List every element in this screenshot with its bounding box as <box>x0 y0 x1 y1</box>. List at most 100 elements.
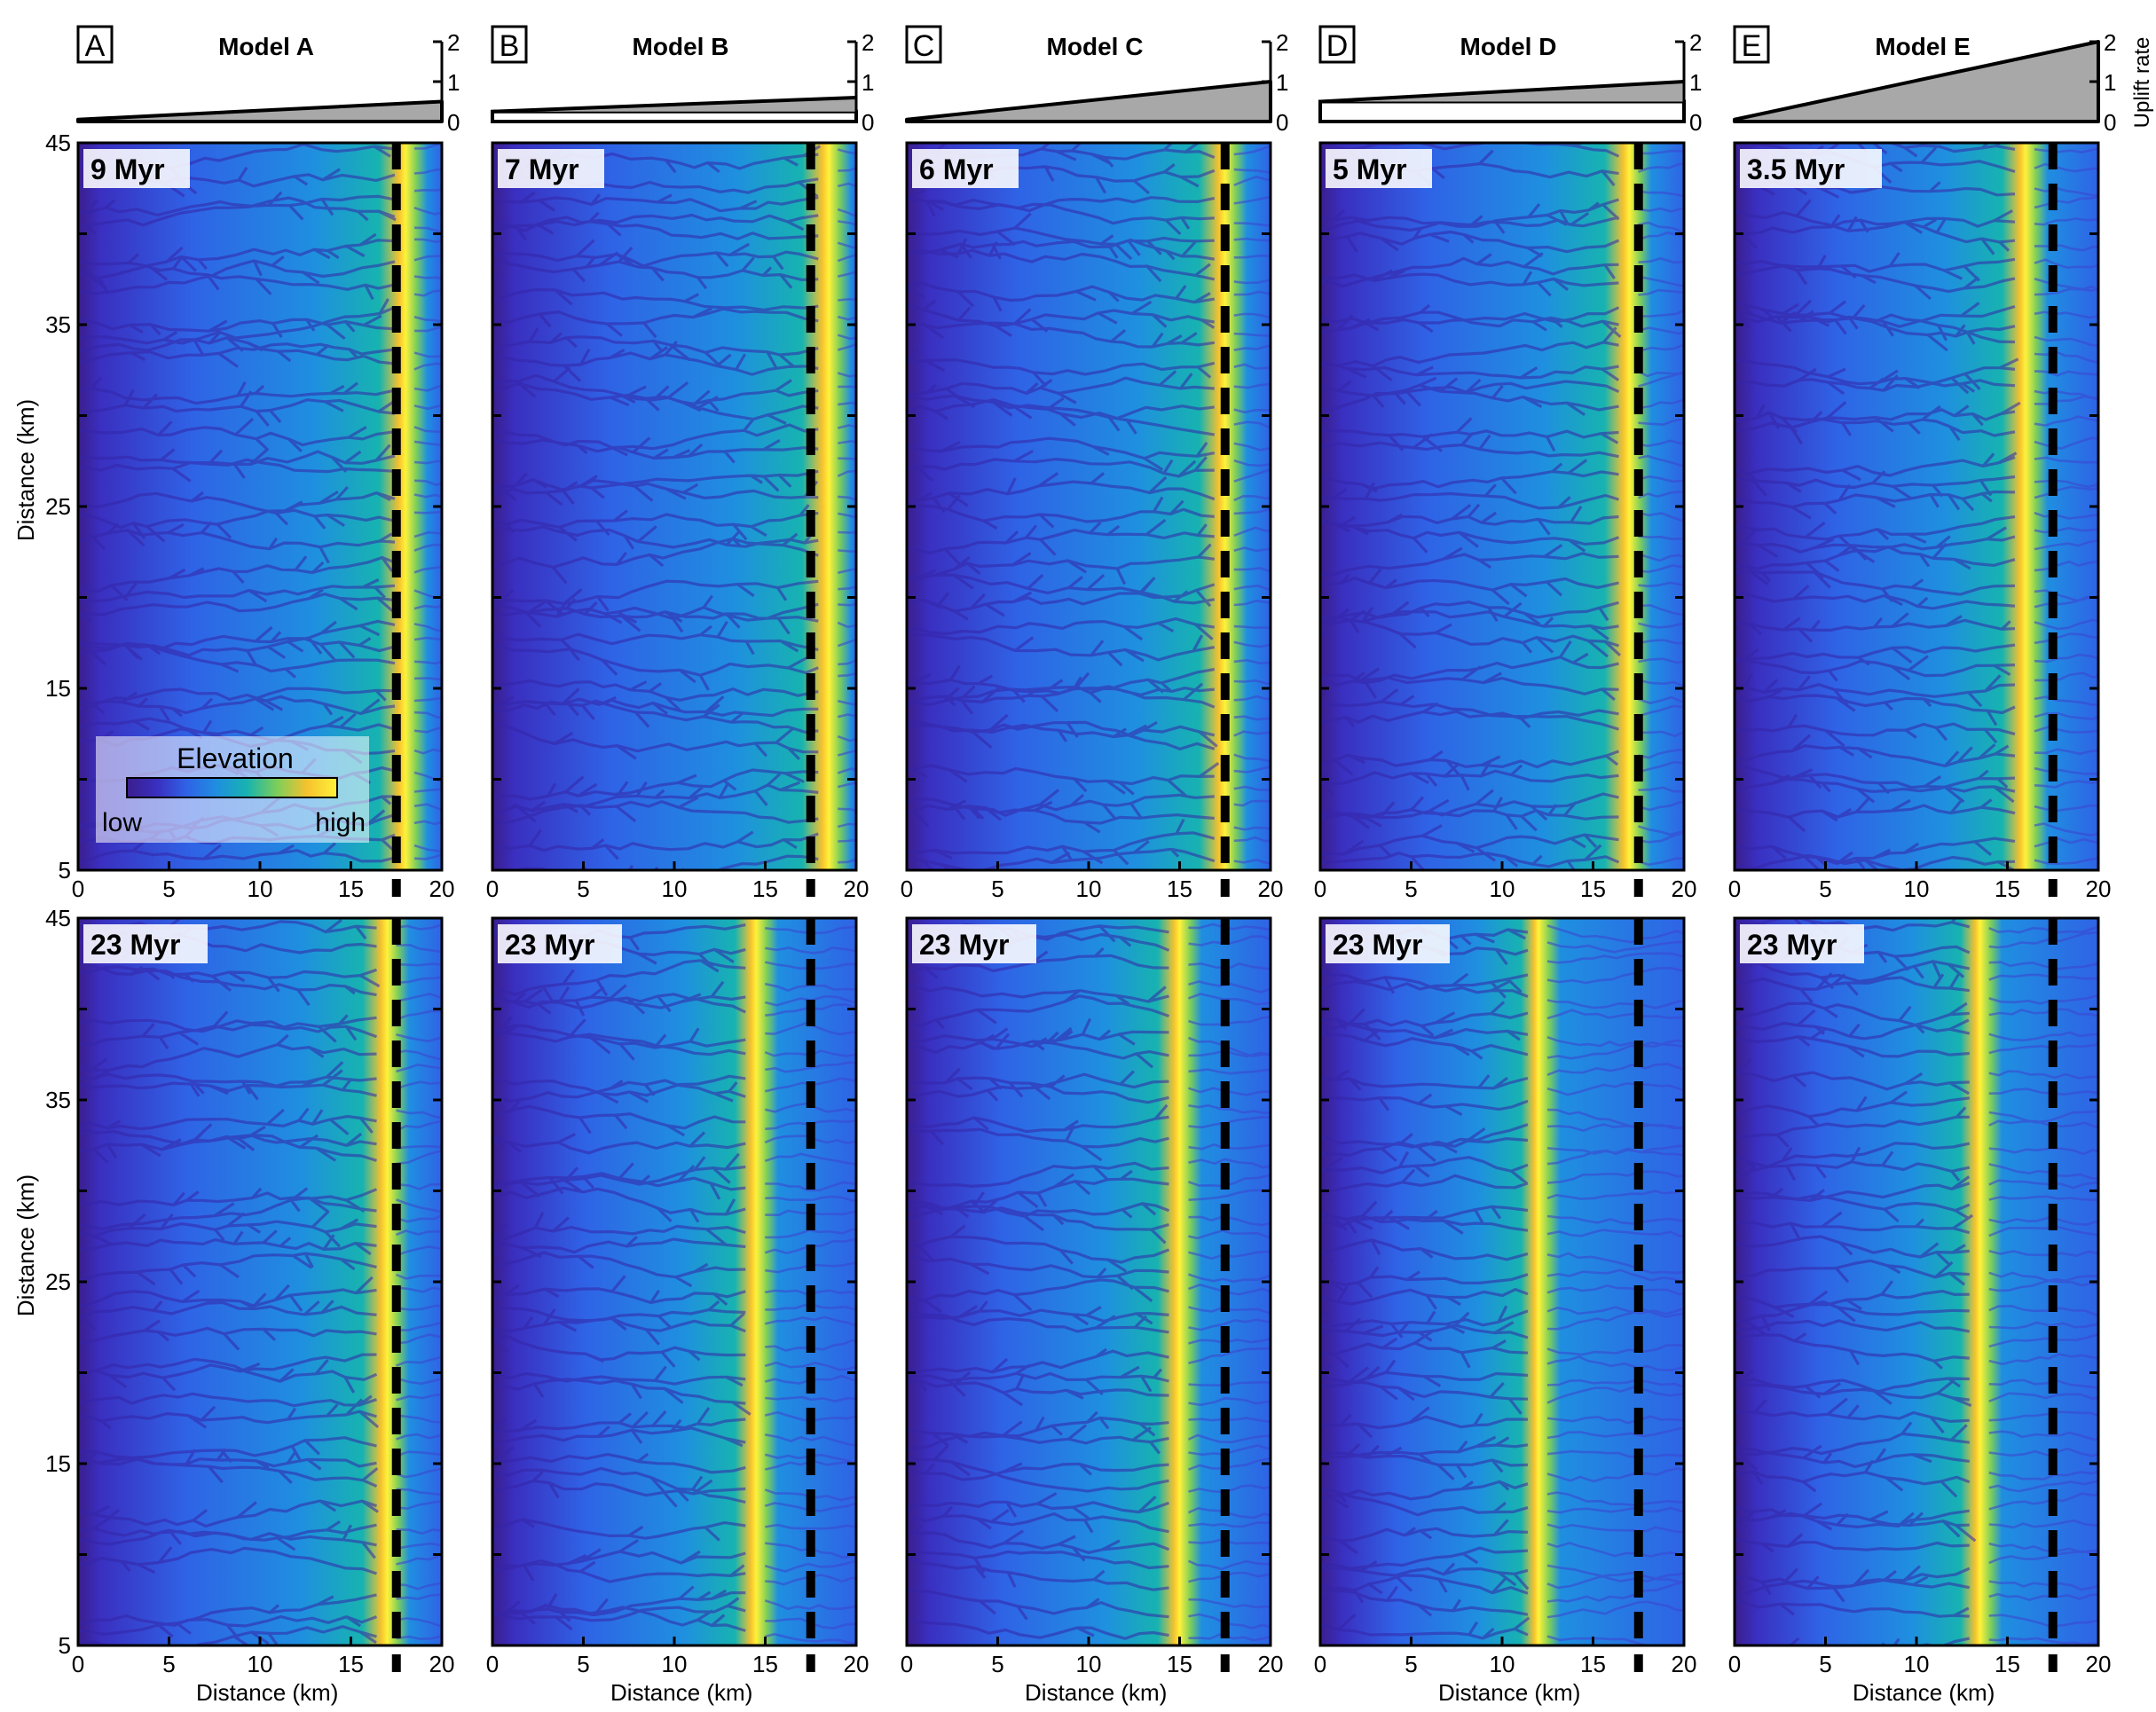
uplift-tick-label: 1 <box>1689 69 1702 96</box>
uplift-profile <box>492 96 857 114</box>
panel-letter: C <box>913 29 935 63</box>
x-tick-label: 20 <box>429 876 455 902</box>
time-label: 5 Myr <box>1333 153 1407 185</box>
east-channels <box>1233 145 1271 865</box>
x-tick-label: 10 <box>1904 1651 1930 1677</box>
time-label-bg <box>1740 149 1882 188</box>
elevation-map <box>1735 918 2098 1645</box>
x-axis-label: Distance (km) <box>610 1679 752 1706</box>
drainage-channels <box>1320 926 1530 1640</box>
elevation-map <box>907 918 1271 1645</box>
y-tick-label: 35 <box>45 311 71 338</box>
x-tick-label: 0 <box>486 1651 499 1677</box>
uplift-rate-title: Uplift rate <box>2130 37 2154 129</box>
x-tick-label: 20 <box>844 1651 869 1677</box>
panel-e: E Model E 0 1 2 3.5 Myr 0 5 10 15 20 23 Myr 0 5 10 15 20… <box>1728 25 2116 1706</box>
uplift-profile <box>76 99 444 123</box>
x-tick-label: 5 <box>577 1651 589 1677</box>
y-tick-label: 35 <box>45 1087 71 1113</box>
uplift-tick-label: 2 <box>1689 29 1702 56</box>
time-label: 23 Myr <box>505 929 594 961</box>
time-label-bg <box>498 149 604 188</box>
x-tick-label: 20 <box>2086 876 2112 902</box>
x-tick-label: 5 <box>1405 876 1417 902</box>
panel-b: B Model B 0 1 2 7 Myr 0 5 10 15 20 23 Myr 0 5 10 15 20 Di… <box>486 25 874 1706</box>
x-axis-label: Distance (km) <box>1025 1679 1167 1706</box>
x-tick-label: 10 <box>248 876 273 902</box>
y-tick-label: 5 <box>59 1632 71 1659</box>
elevation-field <box>492 143 856 870</box>
x-tick-label: 15 <box>1995 1651 2020 1677</box>
panel-letter-box <box>1733 25 1770 64</box>
y-axis-label: Distance (km) <box>12 399 39 541</box>
x-tick-label: 15 <box>338 876 364 902</box>
panel-letter: B <box>500 29 520 63</box>
time-label: 7 Myr <box>505 153 579 185</box>
uplift-tick-label: 1 <box>447 69 460 96</box>
elevation-map <box>492 918 856 1645</box>
elevation-field <box>492 918 856 1645</box>
x-tick-label: 20 <box>1672 1651 1697 1677</box>
x-tick-label: 20 <box>1258 876 1284 902</box>
x-tick-label: 15 <box>752 1651 778 1677</box>
x-tick-label: 0 <box>1314 1651 1326 1677</box>
legend-title: Elevation <box>177 742 294 774</box>
x-tick-label: 10 <box>662 1651 688 1677</box>
x-axis-label: Distance (km) <box>1853 1679 1995 1706</box>
time-label-bg <box>498 924 622 963</box>
uplift-profile <box>905 80 1272 123</box>
time-label: 23 Myr <box>919 929 1009 961</box>
x-tick-label: 5 <box>1405 1651 1417 1677</box>
model-title: Model D <box>1460 33 1557 60</box>
x-tick-label: 20 <box>429 1651 455 1677</box>
model-title: Model E <box>1875 33 1970 60</box>
x-tick-label: 15 <box>338 1651 364 1677</box>
time-label-bg <box>1326 924 1450 963</box>
model-title: Model C <box>1047 33 1144 60</box>
east-channels <box>1546 924 1684 1645</box>
x-tick-label: 0 <box>72 876 84 902</box>
uplift-tick-label: 0 <box>862 109 874 136</box>
x-tick-label: 5 <box>1819 1651 1831 1677</box>
legend-high-label: high <box>315 808 366 837</box>
panel-letter-box <box>905 25 942 64</box>
x-tick-label: 0 <box>901 1651 913 1677</box>
elevation-map <box>1735 143 2098 870</box>
time-label-bg <box>83 924 208 963</box>
uplift-tick-label: 0 <box>1276 109 1288 136</box>
uplift-diagram: 0 1 2 <box>905 29 1288 136</box>
time-label: 9 Myr <box>90 153 165 185</box>
x-axis-label: Distance (km) <box>196 1679 338 1706</box>
time-label: 6 Myr <box>919 153 994 185</box>
y-tick-label: 45 <box>45 130 71 156</box>
model-title: Model B <box>633 33 729 60</box>
time-label: 23 Myr <box>1747 929 1837 961</box>
legend-low-label: low <box>102 808 142 837</box>
x-tick-label: 0 <box>1728 1651 1741 1677</box>
panel-letter-box <box>76 25 114 64</box>
uplift-tick-label: 1 <box>2104 69 2116 96</box>
elevation-map <box>78 918 442 1645</box>
x-tick-label: 0 <box>72 1651 84 1677</box>
x-axis-label: Distance (km) <box>1438 1679 1580 1706</box>
drainage-channels <box>907 922 1170 1640</box>
x-tick-label: 5 <box>991 1651 1003 1677</box>
drainage-channels <box>78 918 381 1645</box>
x-tick-label: 5 <box>577 876 589 902</box>
y-tick-label: 5 <box>59 857 71 883</box>
panel-letter-box <box>491 25 528 64</box>
x-tick-label: 10 <box>1904 876 1930 902</box>
uplift-diagram: 0 1 2 <box>1318 29 1702 136</box>
uplift-base-block <box>491 109 858 123</box>
uplift-profile <box>1319 80 1685 104</box>
uplift-diagram: 0 1 2 <box>1733 29 2116 136</box>
east-channels <box>395 923 442 1640</box>
x-tick-label: 10 <box>662 876 688 902</box>
x-tick-label: 15 <box>1995 876 2020 902</box>
time-label-bg <box>912 924 1036 963</box>
y-tick-label: 15 <box>45 1450 71 1477</box>
x-tick-label: 15 <box>1167 876 1192 902</box>
uplift-tick-label: 2 <box>447 29 460 56</box>
